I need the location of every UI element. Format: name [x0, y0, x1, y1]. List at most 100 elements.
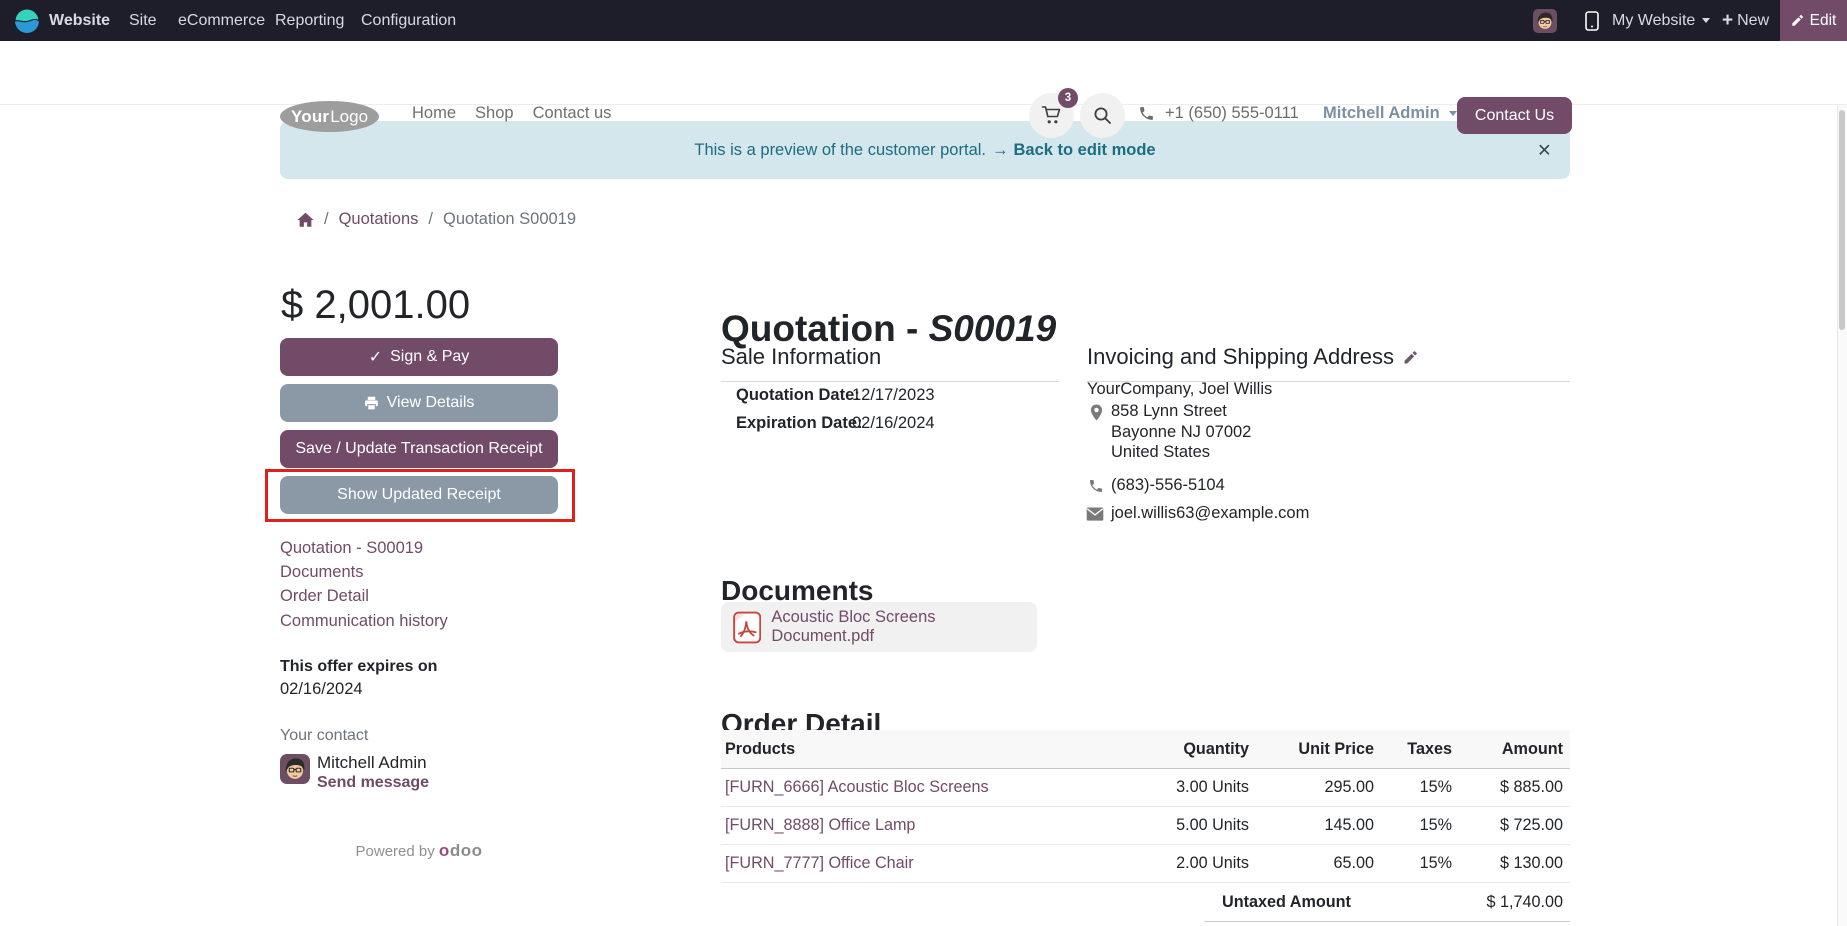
envelope-icon — [1086, 507, 1104, 526]
odoo-logo[interactable]: odoo — [438, 841, 483, 860]
printer-icon — [364, 396, 378, 410]
sidebar-link-quotation[interactable]: Quotation - S00019 — [280, 539, 424, 557]
logo-text-your: Your — [290, 106, 330, 126]
pdf-icon — [733, 611, 762, 643]
check-icon: ✓ — [368, 349, 383, 366]
address-email: joel.willis63@example.com — [1111, 504, 1310, 522]
breadcrumb: / Quotations / Quotation S00019 — [297, 210, 576, 229]
chevron-down-icon — [1448, 111, 1457, 116]
table-header-row: Products Quantity Unit Price Taxes Amoun… — [721, 730, 1570, 769]
page-title-reference: S00019 — [928, 307, 1057, 349]
col-quantity: Quantity — [1175, 730, 1250, 769]
address-street: 858 Lynn Street — [1111, 402, 1227, 420]
row-amount: $ 130.00 — [1453, 844, 1570, 883]
user-dropdown[interactable]: Mitchell Admin — [1323, 82, 1457, 145]
close-icon[interactable]: × — [1537, 136, 1551, 163]
row-quantity: 2.00 Units — [1175, 844, 1250, 883]
row-quantity: 5.00 Units — [1175, 806, 1250, 845]
row-unit-price: 295.00 — [1250, 768, 1375, 807]
view-details-button[interactable]: View Details — [280, 384, 558, 422]
save-update-receipt-button[interactable]: Save / Update Transaction Receipt — [280, 430, 558, 468]
sidebar-link-order-detail[interactable]: Order Detail — [280, 587, 369, 606]
product-link[interactable]: [FURN_8888] Office Lamp — [725, 816, 916, 834]
new-button[interactable]: + New — [1722, 0, 1769, 41]
banner-message: This is a preview of the customer portal… — [694, 140, 986, 159]
breadcrumb-current: Quotation S00019 — [443, 210, 577, 228]
portal-preview-banner: This is a preview of the customer portal… — [280, 121, 1570, 179]
menu-home[interactable]: Home — [412, 104, 457, 122]
address-heading: Invoicing and Shipping Address — [1087, 344, 1570, 382]
website-app-icon[interactable] — [14, 0, 40, 41]
order-table: Products Quantity Unit Price Taxes Amoun… — [721, 730, 1570, 883]
quotation-date-label: Quotation Date: — [736, 386, 860, 404]
sign-pay-label: Sign & Pay — [390, 348, 470, 365]
product-link[interactable]: [FURN_7777] Office Chair — [725, 854, 914, 872]
col-amount: Amount — [1453, 730, 1570, 769]
mobile-preview-icon[interactable] — [1585, 0, 1599, 41]
cart-icon — [1041, 106, 1060, 124]
table-row: [FURN_6666] Acoustic Bloc Screens 3.00 U… — [721, 768, 1570, 807]
address-phone: (683)-556-5104 — [1111, 476, 1225, 494]
row-quantity: 3.00 Units — [1175, 768, 1250, 807]
contact-name: Mitchell Admin — [317, 753, 427, 772]
row-amount: $ 885.00 — [1453, 768, 1570, 807]
avatar-image — [280, 754, 310, 784]
row-taxes: 15% — [1375, 844, 1453, 883]
documents-heading: Documents — [721, 575, 874, 607]
contact-us-button[interactable]: Contact Us — [1457, 97, 1572, 134]
search-button[interactable] — [1080, 93, 1125, 138]
address-lines: 858 Lynn Street Bayonne NJ 07002 United … — [1111, 401, 1251, 463]
user-avatar[interactable] — [1533, 0, 1557, 41]
my-website-label: My Website — [1612, 11, 1696, 29]
powered-by-label: Powered by — [355, 843, 435, 860]
show-updated-receipt-button[interactable]: Show Updated Receipt — [280, 476, 558, 514]
chevron-down-icon — [1702, 18, 1711, 23]
website-navbar: Your Logo Home Shop Contact us 3 +1 (650)… — [0, 41, 1847, 138]
backend-menu-configuration[interactable]: Configuration — [361, 11, 457, 29]
website-app-icon-svg — [14, 7, 40, 33]
sidebar-link-communication-history[interactable]: Communication history — [280, 611, 448, 630]
table-row: [FURN_8888] Office Lamp 5.00 Units 145.0… — [721, 806, 1570, 845]
menu-shop[interactable]: Shop — [475, 104, 514, 122]
view-details-label: View Details — [386, 394, 475, 411]
edit-button[interactable]: Edit — [1780, 0, 1847, 41]
back-to-edit-label: Back to edit mode — [1013, 140, 1156, 159]
back-to-edit-link[interactable]: → Back to edit mode — [992, 141, 1156, 160]
offer-expires-date: 02/16/2024 — [280, 680, 363, 698]
amount-due: $ 2,001.00 — [281, 283, 471, 327]
product-link[interactable]: [FURN_6666] Acoustic Bloc Screens — [725, 778, 989, 796]
backend-menu-ecommerce[interactable]: eCommerce — [178, 11, 266, 29]
backend-menu-site[interactable]: Site — [129, 11, 157, 29]
breadcrumb-quotations[interactable]: Quotations — [338, 210, 419, 228]
phone-icon — [1088, 478, 1104, 499]
scrollbar-track[interactable] — [1837, 41, 1847, 926]
new-label: New — [1737, 11, 1770, 29]
header-phone[interactable]: +1 (650) 555-0111 — [1138, 82, 1299, 145]
plus-icon: + — [1722, 10, 1734, 31]
cart-count-badge: 3 — [1058, 88, 1078, 108]
my-website-dropdown[interactable]: My Website — [1612, 0, 1711, 41]
sign-pay-button[interactable]: ✓ Sign & Pay — [280, 338, 558, 376]
logo-text-logo: Logo — [330, 106, 369, 126]
page-title-prefix: Quotation - — [721, 307, 929, 349]
send-message-link[interactable]: Send message — [317, 774, 430, 791]
row-taxes: 15% — [1375, 768, 1453, 807]
address-company: YourCompany, Joel Willis — [1087, 380, 1273, 398]
site-logo[interactable]: Your Logo — [280, 101, 379, 132]
app-name[interactable]: Website — [49, 11, 111, 29]
home-icon[interactable] — [297, 212, 314, 228]
page-title: Quotation - S00019 — [721, 308, 1056, 350]
sidebar-anchor-links: Quotation - S00019 Documents Order Detai… — [280, 536, 448, 633]
scrollbar-thumb[interactable] — [1839, 110, 1845, 330]
sidebar-link-documents[interactable]: Documents — [280, 563, 364, 582]
attachment-card[interactable]: Acoustic Bloc Screens Document.pdf — [721, 602, 1037, 652]
menu-contact-us[interactable]: Contact us — [532, 104, 612, 122]
site-menu: Home Shop Contact us — [412, 82, 611, 145]
expiration-date-value: 02/16/2024 — [852, 414, 935, 432]
expiration-date-label: Expiration Date: — [736, 414, 863, 432]
row-taxes: 15% — [1375, 806, 1453, 845]
backend-menu-reporting[interactable]: Reporting — [275, 11, 345, 29]
attachment-name[interactable]: Acoustic Bloc Screens Document.pdf — [771, 608, 936, 645]
phone-icon — [1140, 107, 1153, 120]
edit-address-pencil-icon[interactable] — [1403, 350, 1418, 365]
